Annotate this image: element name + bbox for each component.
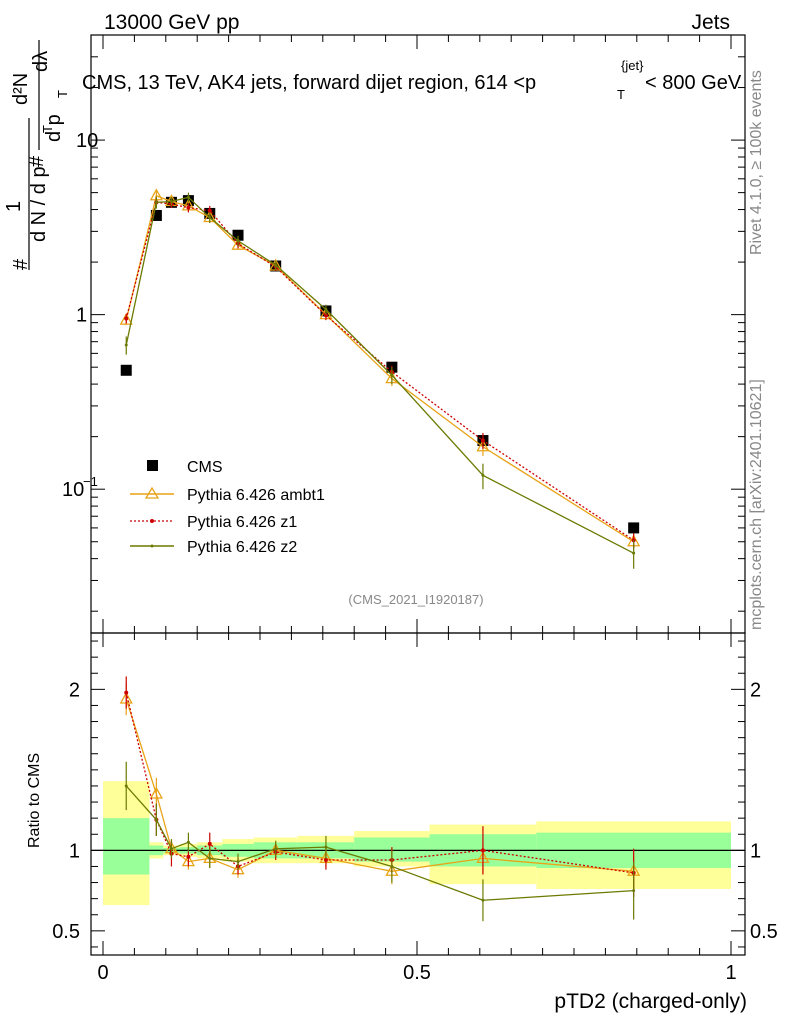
main-point-cms-0 [120,364,132,376]
main-point-3-3 [186,195,190,199]
ratio-y-label: Ratio to CMS [26,753,43,848]
ratio-point-1-9 [480,848,485,853]
legend-item-ambt1: Pythia 6.426 ambt1 [130,486,325,504]
band-inner-0 [103,818,150,875]
title-end: < 800 GeV [645,72,742,94]
main-point-2-9 [480,438,485,443]
ratio-ytick-label-right-2: 2 [750,679,761,701]
ratio-xtick-label-1: 0.5 [403,962,431,984]
main-point-cms-10 [628,522,640,534]
header-right: Jets [691,11,730,34]
main-series [119,188,641,569]
ratio-ytick-label-left-0: 0.5 [52,921,80,943]
ratio-axes: 0.5 0.5 1 1 2 2 0 0.5 1 [52,632,778,984]
ratio-xtick-label-0: 0 [97,962,108,984]
main-point-3-5 [236,239,240,243]
ylabel-den: d N / d p [28,166,50,242]
main-point-2-4 [207,208,212,213]
ylabel-hash1: # [10,258,32,270]
legend: CMS Pythia 6.426 ambt1 Pythia 6.426 z1 P… [130,459,325,556]
ratio-point-2-8 [390,864,394,868]
main-ytick-label-1: 1 [76,305,87,327]
main-point-2-7 [323,313,328,318]
ylabel-d2n: d²N [10,73,32,105]
ylabel-den-sub: T [40,125,55,133]
main-point-3-8 [390,373,394,377]
ratio-point-1-4 [207,841,212,846]
main-point-3-10 [632,551,636,555]
main-point-3-9 [481,473,485,477]
header-left: 13000 GeV pp [104,11,239,34]
main-point-2-3 [186,205,191,210]
ratio-point-1-3 [186,854,191,859]
main-point-ambt1-9 [476,439,490,452]
ratio-point-2-2 [169,847,173,851]
main-point-3-7 [324,308,328,312]
main-point-ambt1-0 [119,312,133,325]
ylabel-one: 1 [3,201,25,212]
legend-label-z1: Pythia 6.426 z1 [187,514,297,531]
legend-item-z1: Pythia 6.426 z1 [130,514,297,531]
main-ytick-label-0: 10 [62,479,84,501]
legend-item-cms: CMS [147,459,223,476]
ratio-point-2-4 [208,856,212,860]
ratio-point-2-9 [481,898,485,902]
main-point-3-4 [208,216,212,220]
ratio-point-2-7 [324,845,328,849]
legend-label-cms: CMS [187,459,223,476]
ratio-point-2-0 [124,784,128,788]
legend-item-z2: Pythia 6.426 z2 [130,539,297,556]
plot-title: CMS, 13 TeV, AK4 jets, forward dijet reg… [82,58,742,102]
main-point-2-0 [124,316,129,321]
ratio-line-1 [125,692,634,874]
watermark: (CMS_2021_I1920187) [348,592,483,607]
mcplots-label: mcplots.cern.ch [arXiv:2401.10621] [748,379,765,630]
ratio-series [119,676,641,922]
legend-label-z2: Pythia 6.426 z2 [187,539,297,556]
ratio-point-2-3 [186,840,190,844]
ratio-ytick-label-left-2: 2 [69,679,80,701]
ratio-frame [90,632,746,956]
main-point-3-6 [274,263,278,267]
ratio-point-2-5 [236,860,240,864]
main-point-ambt1-5 [231,237,245,250]
ylabel-dpt-sub: T [55,90,70,98]
main-point-3-2 [169,199,173,203]
main-point-cms-1 [150,209,162,221]
ratio-point-1-7 [323,858,328,863]
ratio-point-2-1 [154,818,158,822]
ratio-bands [103,781,731,906]
legend-label-ambt1: Pythia 6.426 ambt1 [187,487,325,504]
ratio-point-2-6 [274,847,278,851]
title-sup: {jet} [621,58,644,73]
ratio-ytick-label-left-1: 1 [69,840,80,862]
x-axis-label: pTD2 (charged-only) [554,990,747,1013]
y-axis-label: # 1 d N / d p T # d²N d p T dλ [3,40,70,270]
main-point-cms-5 [232,229,244,241]
ylabel-dpt: d p [43,114,65,142]
main-ytick-sup-0: −1 [83,474,98,489]
ratio-xtick-label-2: 1 [725,962,736,984]
ratio-point-1-0 [124,690,129,695]
ratio-ytick-label-right-1: 1 [750,840,761,862]
ylabel-hash2: # [26,155,48,167]
ylabel-dl: dλ [30,51,52,72]
rivet-label: Rivet 4.1.0, ≥ 100k events [748,70,765,255]
ratio-ytick-label-right-0: 0.5 [750,921,778,943]
title-sub: T [617,87,625,102]
title-main: CMS, 13 TeV, AK4 jets, forward dijet reg… [82,72,536,94]
main-ytick-label-2: 10 [76,130,98,152]
ratio-point-ambt1-1 [149,786,163,799]
ratio-point-2-10 [632,889,636,893]
main-point-3-0 [124,343,128,347]
main-point-3-1 [154,200,158,204]
